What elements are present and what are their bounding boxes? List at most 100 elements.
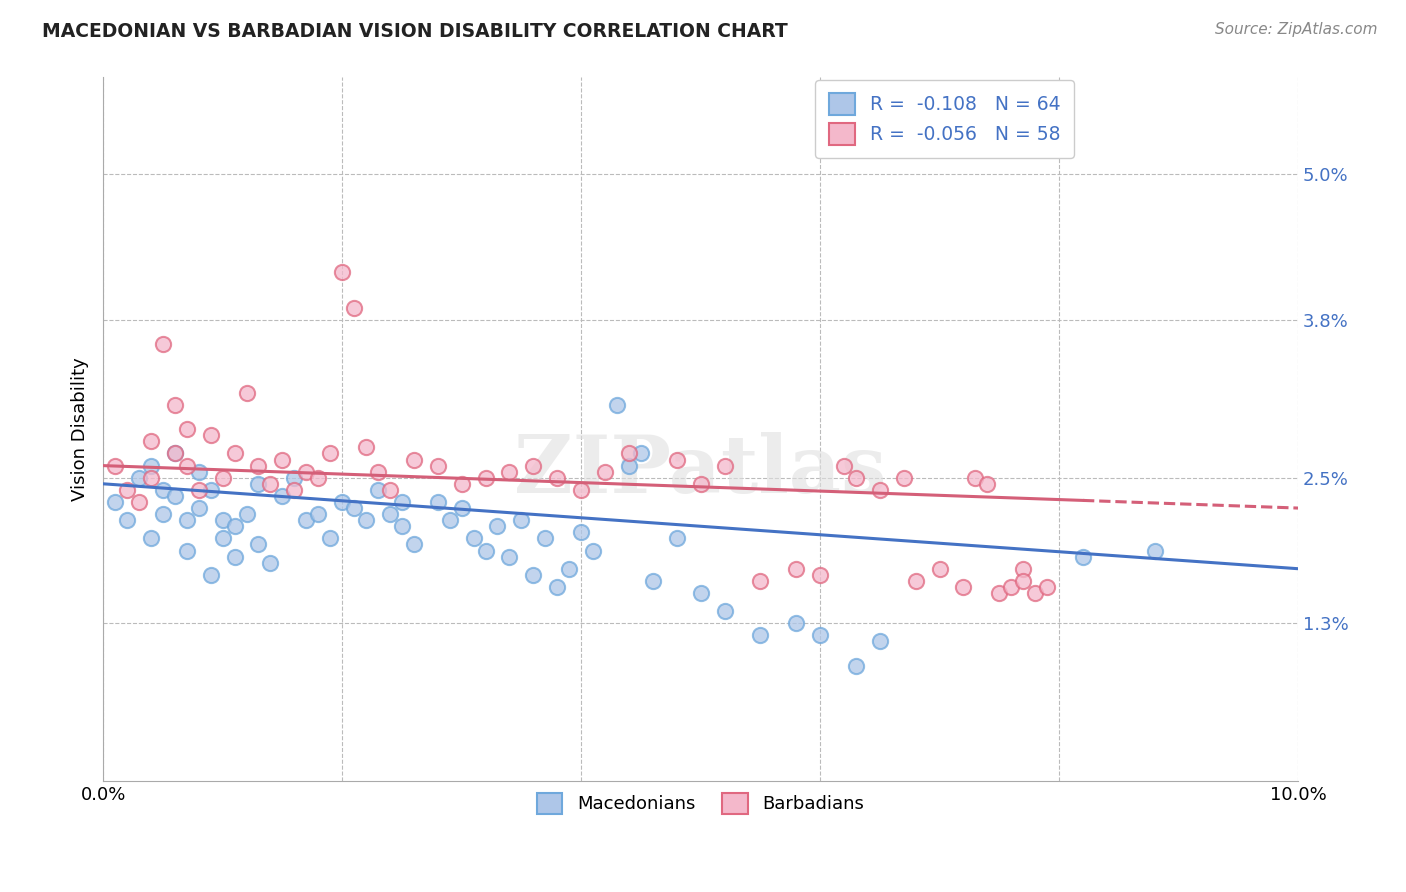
Point (558, 562, 581, 576)
Point (569, 525, 592, 540)
Point (1012, 562, 1035, 576)
Point (187, 483, 209, 497)
Point (486, 519, 509, 533)
Point (869, 634, 891, 648)
Point (402, 537, 425, 551)
Point (713, 458, 735, 473)
Point (1024, 586, 1046, 600)
Point (689, 586, 711, 600)
Point (104, 495, 127, 509)
Point (546, 580, 568, 594)
Point (115, 513, 138, 527)
Point (510, 513, 533, 527)
Point (211, 532, 233, 546)
Point (965, 471, 987, 485)
Point (749, 574, 772, 588)
Point (689, 476, 711, 491)
Point (176, 458, 198, 473)
Point (498, 465, 520, 479)
Point (176, 513, 198, 527)
Point (869, 483, 891, 497)
Point (139, 458, 162, 473)
Point (1071, 549, 1094, 564)
Point (832, 458, 855, 473)
Point (426, 458, 449, 473)
Point (785, 562, 807, 576)
Point (139, 532, 162, 546)
Point (952, 580, 974, 594)
Point (307, 471, 329, 485)
Point (152, 483, 174, 497)
Point (247, 458, 270, 473)
Point (522, 458, 544, 473)
Point (283, 471, 305, 485)
Point (354, 441, 377, 455)
Point (522, 567, 544, 582)
Point (176, 422, 198, 436)
Point (391, 519, 413, 533)
Point (163, 398, 186, 412)
Point (139, 471, 162, 485)
Point (367, 483, 389, 497)
Point (187, 465, 209, 479)
Point (617, 458, 640, 473)
Point (904, 574, 927, 588)
Point (152, 507, 174, 521)
Point (104, 458, 127, 473)
Point (319, 532, 342, 546)
Point (128, 495, 150, 509)
Point (808, 567, 831, 582)
Point (378, 507, 401, 521)
Point (426, 495, 449, 509)
Point (295, 465, 318, 479)
Point (617, 446, 640, 460)
Text: Source: ZipAtlas.com: Source: ZipAtlas.com (1215, 22, 1378, 37)
Point (641, 574, 664, 588)
Point (187, 501, 209, 516)
Point (1012, 574, 1035, 588)
Point (319, 446, 342, 460)
Point (247, 537, 270, 551)
Point (606, 398, 628, 412)
Point (200, 428, 222, 442)
Point (534, 532, 557, 546)
Point (713, 604, 735, 618)
Point (1036, 580, 1059, 594)
Point (378, 483, 401, 497)
Point (259, 556, 281, 570)
Point (295, 513, 318, 527)
Point (569, 483, 592, 497)
Point (211, 471, 233, 485)
Point (163, 446, 186, 460)
Point (307, 507, 329, 521)
Point (224, 446, 246, 460)
Point (450, 501, 472, 516)
Point (665, 532, 688, 546)
Point (330, 495, 353, 509)
Point (546, 471, 568, 485)
Point (247, 476, 270, 491)
Point (259, 476, 281, 491)
Point (474, 543, 496, 558)
Point (200, 567, 222, 582)
Point (749, 628, 772, 642)
Point (808, 628, 831, 642)
Point (845, 471, 868, 485)
Point (343, 501, 366, 516)
Point (593, 465, 616, 479)
Point (271, 452, 294, 467)
Point (1143, 543, 1166, 558)
Text: MACEDONIAN VS BARBADIAN VISION DISABILITY CORRELATION CHART: MACEDONIAN VS BARBADIAN VISION DISABILIT… (42, 22, 787, 41)
Point (785, 616, 807, 631)
Point (330, 264, 353, 278)
Y-axis label: Vision Disability: Vision Disability (72, 358, 89, 501)
Point (474, 471, 496, 485)
Point (128, 471, 150, 485)
Point (235, 507, 257, 521)
Point (224, 549, 246, 564)
Point (845, 658, 868, 673)
Point (152, 337, 174, 351)
Point (630, 446, 652, 460)
Point (176, 543, 198, 558)
Point (928, 562, 950, 576)
